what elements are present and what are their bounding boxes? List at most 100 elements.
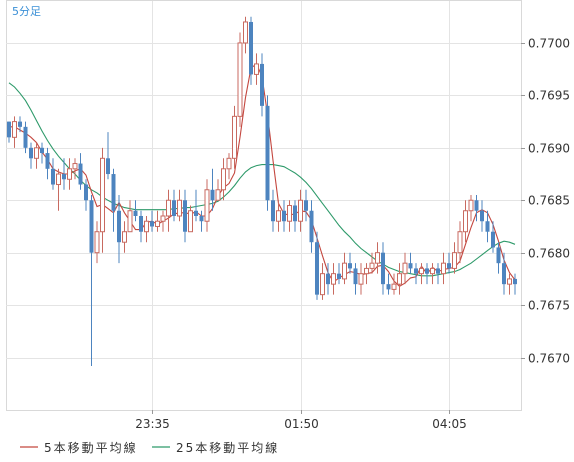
candle-body-down: [348, 263, 352, 269]
candle-body-down: [111, 174, 116, 211]
candle-body-up: [166, 199, 171, 217]
plot-frame: [6, 0, 522, 411]
candle-body-down: [436, 268, 440, 274]
candle-body-up: [160, 215, 166, 222]
candle-body-down: [496, 247, 501, 264]
candle-body-down: [480, 210, 484, 222]
candle-body-down: [293, 205, 297, 222]
x-axis: 23:35 01:50 04:05: [135, 410, 467, 431]
candle-body-down: [414, 268, 418, 274]
candle-body-down: [40, 147, 44, 154]
candle-body-down: [249, 21, 253, 75]
candle-body-up: [177, 199, 182, 217]
candle-body-down: [315, 242, 319, 295]
candle-body-down: [513, 278, 517, 285]
y-tick-label: 0.7695: [528, 89, 570, 103]
y-tick-label: 0.7685: [528, 194, 570, 208]
candle-body-up: [402, 262, 408, 275]
candle-body-down: [265, 105, 270, 201]
candle-body-down: [51, 168, 55, 185]
y-tick-label: 0.7680: [528, 247, 570, 261]
candle-body-up: [358, 273, 364, 285]
candle-body-up: [188, 210, 193, 233]
candle-body-down: [282, 210, 286, 222]
y-tick-label: 0.7700: [528, 37, 570, 51]
x-tick-label: 01:50: [284, 417, 319, 431]
candle-body-up: [122, 231, 127, 243]
legend-label-ma5: 5本移動平均線: [44, 440, 138, 455]
candle-body-down: [150, 221, 154, 227]
candle-body-up: [155, 220, 160, 227]
candle-body-up: [204, 189, 210, 222]
candle-body-down: [386, 284, 391, 290]
candles-layer: [7, 16, 517, 366]
candle-body-down: [381, 252, 385, 285]
candle-body-up: [254, 63, 259, 75]
candle-body-up: [364, 267, 369, 275]
candle-body-down: [474, 200, 479, 211]
candle-body-up: [215, 189, 221, 201]
candle-body-down: [309, 210, 314, 243]
candle-body-up: [441, 262, 446, 275]
candle-body-up: [243, 21, 248, 44]
y-tick-label: 0.7670: [528, 352, 570, 366]
candle-body-down: [194, 210, 198, 216]
candle-body-down: [89, 200, 94, 253]
candle-body-down: [353, 268, 358, 285]
candle-body-down: [18, 121, 22, 127]
candle-body-up: [144, 220, 149, 233]
candle-body-down: [78, 163, 83, 185]
candle-body-down: [491, 231, 495, 248]
x-tick-label: 23:35: [135, 417, 170, 431]
candle-body-up: [430, 267, 435, 275]
candle-body-up: [232, 115, 237, 159]
candle-body-down: [260, 63, 264, 106]
candle-body-up: [56, 173, 61, 186]
legend-label-ma25: 25本移動平均線: [176, 440, 279, 455]
candle-body-up: [375, 252, 380, 264]
candle-body-down: [139, 215, 143, 232]
candle-body-down: [485, 221, 490, 232]
candle-body-down: [23, 126, 28, 148]
candle-body-up: [221, 168, 226, 191]
candle-body-up: [452, 252, 457, 269]
candle-body-up: [419, 267, 424, 275]
candle-body-up: [34, 147, 39, 159]
candle-body-down: [337, 273, 341, 279]
candle-body-up: [127, 210, 133, 233]
candle-body-down: [106, 158, 110, 175]
candle-body-down: [425, 268, 429, 274]
candle-body-down: [199, 215, 204, 222]
candle-body-up: [463, 210, 468, 233]
candle-body-up: [298, 199, 303, 222]
candle-body-up: [100, 157, 105, 233]
candle-body-down: [271, 200, 275, 222]
candle-body-down: [183, 200, 187, 232]
candle-body-down: [117, 210, 121, 243]
candle-body-up: [468, 199, 474, 212]
candle-body-down: [62, 174, 66, 180]
candle-body-up: [276, 210, 281, 222]
y-axis: 0.7700 0.7695 0.7690 0.7685 0.7680 0.7675 0.76…: [521, 37, 570, 366]
candle-body-up: [331, 273, 336, 285]
candle-body-up: [342, 262, 347, 280]
candle-body-up: [320, 273, 325, 296]
candle-body-down: [326, 273, 330, 285]
candle-body-down: [84, 184, 88, 201]
candle-body-up: [12, 121, 17, 138]
candle-body-up: [397, 273, 402, 285]
candle-body-down: [29, 147, 33, 159]
candle-body-up: [237, 42, 243, 117]
ma25-layer: [8, 82, 516, 277]
candle-body-down: [502, 263, 506, 285]
ma25-line: [8, 82, 516, 277]
candle-body-down: [408, 263, 413, 269]
candle-body-down: [172, 200, 176, 216]
y-tick-label: 0.7675: [528, 299, 570, 313]
candle-body-up: [507, 278, 512, 285]
candle-body-down: [133, 210, 138, 216]
candle-body-up: [67, 168, 72, 180]
timeframe-label: 5分足: [12, 5, 41, 18]
candle-body-up: [72, 163, 78, 170]
